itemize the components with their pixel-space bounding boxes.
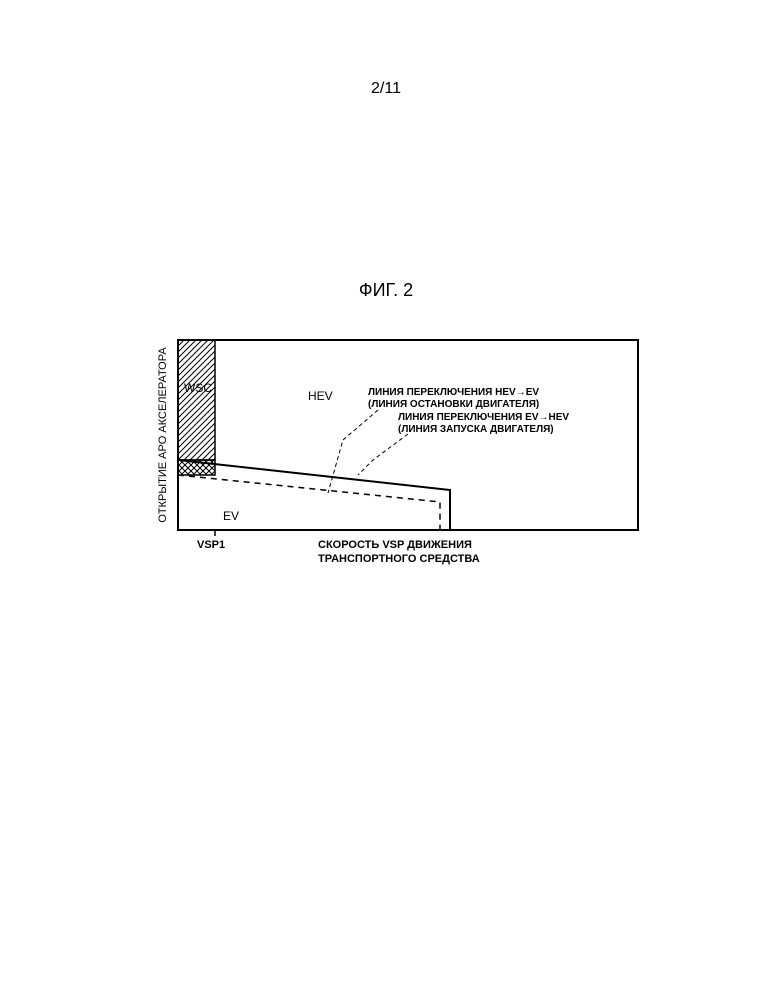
figure-label: ФИГ. 2 — [0, 280, 772, 301]
ev-to-hev-annot-line2: (ЛИНИЯ ЗАПУСКА ДВИГАТЕЛЯ) — [398, 424, 554, 435]
vsp1-label: VSP1 — [197, 539, 225, 551]
hev-to-ev-annot-line1: ЛИНИЯ ПЕРЕКЛЮЧЕНИЯ HEV→EV — [368, 387, 539, 398]
ev-label: EV — [223, 509, 239, 523]
x-axis-label-line2: ТРАНСПОРТНОГО СРЕДСТВА — [318, 553, 480, 565]
x-axis-label-line1: СКОРОСТЬ VSP ДВИЖЕНИЯ — [318, 539, 472, 551]
y-axis-label: ОТКРЫТИЕ APO АКСЕЛЕРАТОРА — [157, 347, 169, 523]
mode-chart: WSC HEV EV ОТКРЫТИЕ APO АКСЕЛЕРАТОРА СКО… — [140, 330, 660, 580]
wsc-label: WSC — [184, 381, 212, 395]
wsc-region — [178, 340, 215, 460]
page-number: 2/11 — [0, 80, 772, 98]
hev-to-ev-annot-line2: (ЛИНИЯ ОСТАНОВКИ ДВИГАТЕЛЯ) — [368, 399, 539, 410]
page: 2/11 ФИГ. 2 WSC HEV EV ОТКРЫТИЕ AP — [0, 0, 772, 999]
hev-label: HEV — [308, 389, 333, 403]
plot-area — [178, 340, 638, 530]
ev-to-hev-annot-line1: ЛИНИЯ ПЕРЕКЛЮЧЕНИЯ EV→HEV — [398, 412, 569, 423]
